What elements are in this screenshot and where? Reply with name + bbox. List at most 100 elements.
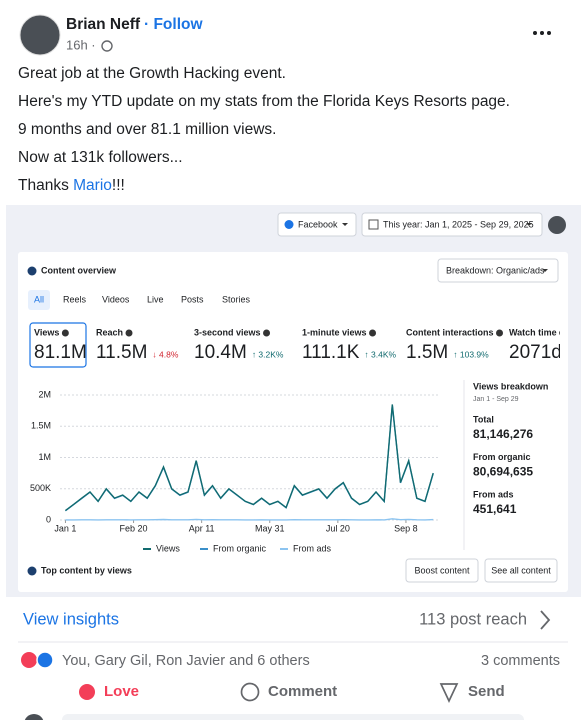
caret — [542, 269, 548, 272]
breakdown-value: 81,146,276 — [473, 427, 533, 441]
follow[interactable]: · Follow — [144, 16, 203, 33]
breakdown-title: Views breakdown — [473, 381, 548, 391]
info-icon — [496, 329, 504, 337]
tab: All — [34, 294, 44, 304]
post-reach[interactable]: 113 post reach — [419, 610, 527, 628]
tab: Posts — [181, 294, 204, 304]
calendar-icon — [368, 219, 379, 230]
comment-button[interactable]: Comment — [268, 683, 337, 700]
metric-value: 111.1K — [302, 342, 360, 363]
love-button[interactable]: Love — [104, 683, 139, 700]
info-icon — [369, 329, 377, 337]
tab: Reels — [63, 294, 87, 304]
y-tick-label: 1M — [38, 452, 51, 462]
metric-change: ↑ 3.2K% — [252, 349, 284, 359]
post-line: Great job at the Growth Hacking event. — [18, 65, 286, 82]
metric-label: Reach — [96, 327, 123, 337]
breakdown-label: From organic — [473, 452, 531, 462]
y-tick-label: 2M — [38, 389, 51, 399]
button — [484, 558, 558, 583]
tab: Stories — [222, 294, 251, 304]
top-content: Top content by views — [41, 565, 132, 575]
metric-change: ↓ 4.8% — [152, 349, 178, 359]
text: !!! — [112, 177, 125, 194]
time: 16h · — [66, 37, 96, 52]
y-tick-label: 0 — [46, 514, 51, 524]
metric-change: ↑ 3.4K% — [364, 349, 396, 359]
y-tick-label: 1.5M — [31, 421, 51, 431]
metric-label: 1-minute views — [302, 327, 367, 337]
love-icon — [79, 684, 95, 700]
date-range: This year: Jan 1, 2025 - Sep 29, 2025 — [383, 219, 534, 229]
fb-icon — [27, 566, 37, 576]
globe-icon — [101, 40, 113, 52]
source-button — [277, 212, 357, 237]
avatar[interactable] — [20, 15, 60, 55]
avatar-ring — [19, 14, 61, 56]
metric-value: 1.5M — [406, 342, 448, 363]
metric-label: Content interactions — [406, 327, 494, 337]
x-tick-label: May 31 — [255, 523, 285, 533]
card-title: Content overview — [41, 265, 117, 275]
breakdown-button — [437, 258, 559, 283]
x-tick-label: Apr 11 — [189, 523, 215, 533]
legend-label: From ads — [293, 543, 332, 553]
date-button — [361, 212, 543, 237]
like-reaction — [36, 651, 54, 669]
author[interactable]: Brian Neff — [66, 16, 141, 33]
legend-label: From organic — [213, 543, 267, 553]
tab: Videos — [102, 294, 130, 304]
post-line: 9 months and over 81.1 million views. — [18, 121, 276, 138]
caret — [526, 223, 532, 226]
legend-label: Views — [156, 543, 180, 553]
metric-value: 81.1M — [34, 342, 87, 363]
mention[interactable]: Mario — [73, 177, 112, 194]
metric-label: Watch time — [509, 327, 557, 337]
tab-active — [28, 290, 50, 310]
breakdown-value: 451,641 — [473, 502, 517, 516]
card — [18, 252, 568, 592]
comments[interactable]: 3 comments — [481, 653, 560, 669]
x-tick-label: Jan 1 — [54, 523, 76, 533]
x-tick-label: Jul 20 — [326, 523, 350, 533]
comment-box — [62, 714, 524, 720]
button — [405, 558, 479, 583]
breakdown-value: 80,694,635 — [473, 465, 533, 479]
caret — [342, 223, 348, 226]
post-line: Thanks Mario!!! — [18, 177, 125, 194]
reactions[interactable]: You, Gary Gil, Ron Javier and 6 others — [62, 653, 310, 669]
post-line: Here's my YTD update on my stats from th… — [18, 93, 510, 110]
page-avatar — [548, 216, 566, 234]
text: Thanks — [18, 177, 73, 194]
x-tick-label: Feb 20 — [120, 523, 148, 533]
metric-label: Views — [34, 327, 59, 337]
breakdown-range: Jan 1 - Sep 29 — [473, 396, 519, 403]
my-avatar — [24, 714, 44, 720]
breakdown-label: From ads — [473, 489, 514, 499]
send-icon — [439, 683, 459, 703]
info-icon — [263, 329, 271, 337]
boost-button: Boost content — [414, 565, 470, 575]
post-line: Now at 131k followers... — [18, 149, 183, 166]
breakdown-select: Breakdown: Organic/ads — [446, 265, 545, 275]
send-button[interactable]: Send — [468, 683, 505, 700]
line — [65, 518, 434, 521]
y-tick-label: 500K — [30, 483, 51, 493]
breakdown-label: Total — [473, 414, 494, 424]
chevron — [540, 610, 551, 630]
metric-value: 10.4M — [194, 342, 247, 363]
metric-value: 2071d — [509, 342, 562, 363]
fb-icon — [27, 266, 37, 276]
x-tick-label: Sep 8 — [394, 523, 418, 533]
info-icon — [61, 329, 69, 337]
view-insights[interactable]: View insights — [23, 610, 119, 628]
source: Facebook — [298, 219, 338, 229]
love-reaction — [21, 652, 37, 668]
metric-change: ↑ 103.9% — [453, 349, 489, 359]
see-all-button: See all content — [491, 565, 551, 575]
info-icon — [559, 330, 560, 336]
line — [64, 404, 434, 512]
more-button[interactable] — [533, 31, 551, 35]
fb-icon — [284, 220, 294, 229]
